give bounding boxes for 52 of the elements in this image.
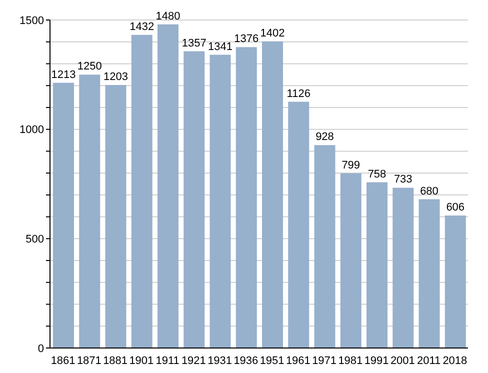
bar xyxy=(262,41,283,348)
data-label: 733 xyxy=(394,174,412,186)
bar xyxy=(131,34,152,348)
x-tick-label: 1936 xyxy=(234,354,258,367)
x-tick-label: 1971 xyxy=(312,354,337,367)
y-tick-label: 500 xyxy=(26,234,44,246)
data-label: 1432 xyxy=(130,20,154,33)
data-label: 1402 xyxy=(260,27,285,40)
bar xyxy=(314,145,336,348)
data-label: 1126 xyxy=(286,88,310,100)
y-tick-label: 1000 xyxy=(20,124,44,136)
data-label: 1250 xyxy=(77,60,102,73)
data-label: 1357 xyxy=(182,37,206,50)
data-label: 799 xyxy=(342,159,360,172)
bar xyxy=(418,199,440,348)
data-label: 1341 xyxy=(208,40,232,53)
data-label: 1213 xyxy=(51,68,76,81)
data-label: 1376 xyxy=(234,33,259,46)
bar xyxy=(444,215,466,348)
x-tick-label: 1931 xyxy=(208,354,232,367)
bar xyxy=(392,188,414,348)
bar xyxy=(105,84,126,348)
data-label: 758 xyxy=(368,168,386,180)
x-tick-label: 1951 xyxy=(260,354,284,367)
x-tick-label: 1881 xyxy=(103,354,128,367)
bar xyxy=(158,24,178,348)
x-tick-label: 1871 xyxy=(76,354,102,367)
y-tick-label: 0 xyxy=(38,342,44,355)
data-label: 928 xyxy=(316,131,334,144)
y-tick-label: 1500 xyxy=(20,14,44,27)
bar xyxy=(340,173,362,348)
bar xyxy=(366,182,388,348)
data-label: 606 xyxy=(446,201,465,214)
x-tick-label: 1911 xyxy=(156,354,180,367)
x-tick-label: 2018 xyxy=(442,354,468,367)
bar xyxy=(184,51,205,348)
x-tick-label: 1861 xyxy=(50,354,76,367)
x-tick-label: 1961 xyxy=(286,354,310,367)
x-tick-label: 1991 xyxy=(364,354,389,367)
x-tick-label: 1901 xyxy=(129,354,154,367)
data-label: 680 xyxy=(420,185,438,198)
bar xyxy=(53,82,74,348)
x-tick-label: 1981 xyxy=(338,354,363,367)
bar xyxy=(236,47,257,348)
data-label: 1203 xyxy=(104,70,128,83)
x-tick-label: 2011 xyxy=(416,354,441,367)
bar xyxy=(210,54,231,348)
bar xyxy=(288,102,310,348)
data-label: 1480 xyxy=(156,10,180,22)
x-tick-label: 2001 xyxy=(390,354,415,367)
bar xyxy=(79,74,100,348)
x-tick-label: 1921 xyxy=(181,354,206,367)
